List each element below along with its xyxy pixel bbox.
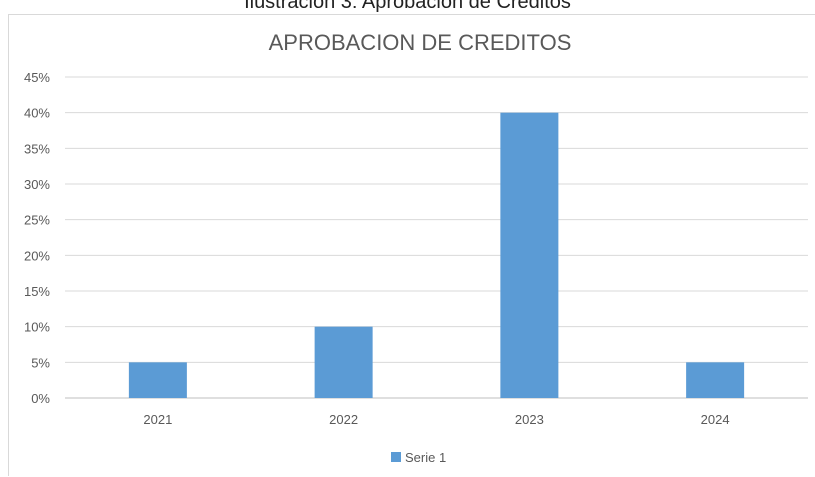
bar [314, 326, 373, 398]
y-tick-label: 15% [24, 284, 50, 299]
chart-frame [8, 14, 815, 476]
bar [128, 362, 187, 398]
y-tick-label: 40% [24, 106, 50, 121]
x-tick-label: 2021 [143, 412, 172, 427]
x-tick-label: 2022 [329, 412, 358, 427]
gridlines [65, 76, 808, 399]
legend: Serie 1 [391, 450, 446, 465]
x-tick-label: 2023 [515, 412, 544, 427]
y-tick-label: 30% [24, 177, 50, 192]
bar [500, 112, 559, 399]
x-tick-label: 2024 [701, 412, 730, 427]
y-tick-label: 20% [24, 248, 50, 263]
figure-caption: Ilustración 3: Aprobación de Créditos [244, 0, 571, 13]
y-tick-label: 25% [24, 213, 50, 228]
chart-title: APROBACION DE CREDITOS [269, 30, 572, 55]
y-tick-label: 5% [31, 355, 50, 370]
y-tick-label: 45% [24, 70, 50, 85]
bar [686, 362, 745, 398]
y-tick-label: 0% [31, 391, 50, 406]
legend-label: Serie 1 [405, 450, 446, 465]
y-axis: 0% 5% 10% 15% 20% 25% 30% 35% 40% 45% [24, 70, 50, 406]
y-tick-label: 10% [24, 320, 50, 335]
x-axis: 2021 2022 2023 2024 [143, 412, 729, 427]
bars [128, 112, 745, 399]
legend-swatch [391, 452, 401, 462]
y-tick-label: 35% [24, 141, 50, 156]
